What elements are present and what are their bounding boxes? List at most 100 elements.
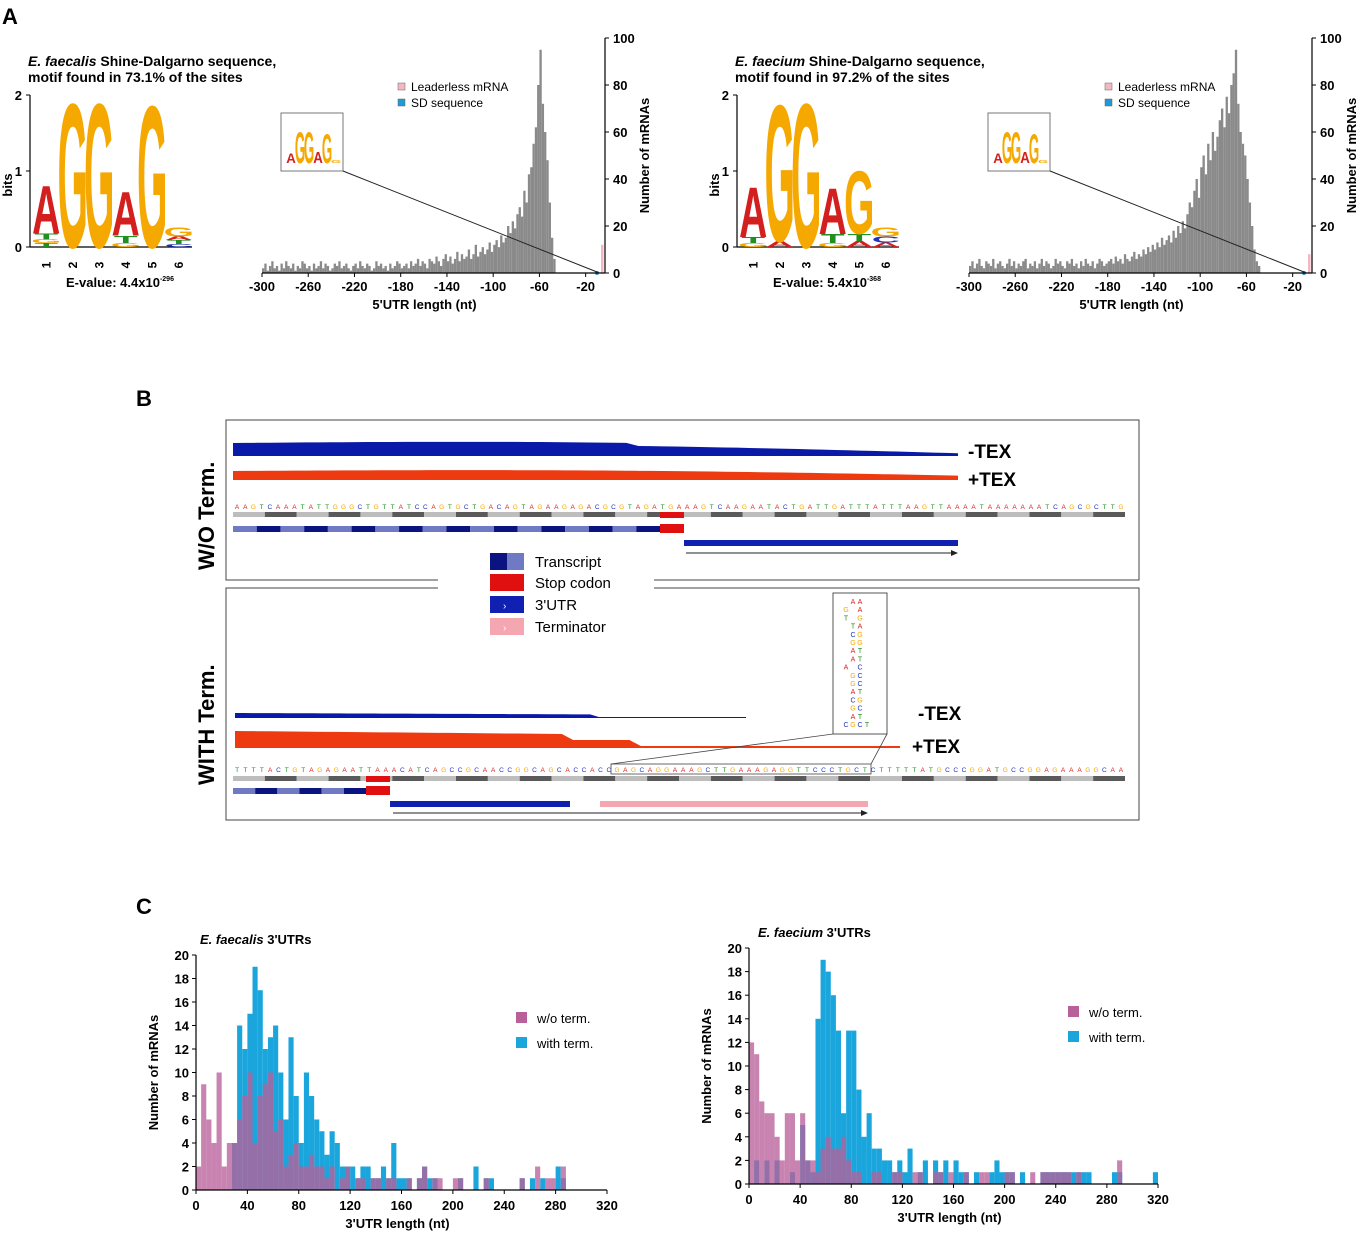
wo-term-bar [754, 1054, 760, 1184]
ruler-segment [1029, 776, 1062, 781]
with-term-bar [380, 1166, 387, 1190]
wo-term-bar [897, 1172, 903, 1184]
sequence-base: C [945, 767, 950, 774]
sequence-base: G [656, 767, 661, 774]
logo-title-species: E. faecium [735, 53, 805, 69]
sequence-base: G [631, 767, 636, 774]
sd-hist-bar [1149, 251, 1152, 273]
sequence-base: C [474, 767, 479, 774]
sequence-base: A [648, 767, 653, 774]
with-term-bar [237, 1025, 243, 1190]
sequence-base: G [1027, 767, 1032, 774]
sequence-base: G [1094, 767, 1099, 774]
with-term-bar [365, 1166, 371, 1190]
sequence-base: G [374, 504, 379, 511]
leaderless-bar [1308, 254, 1311, 273]
sd-hist-bar [292, 263, 295, 273]
sd-hist-bar [1241, 143, 1245, 273]
logo-position-label: 2 [773, 261, 787, 268]
annotation-track-bottom [233, 763, 1125, 816]
sd-hist-bar [518, 207, 521, 273]
sequence-base: C [267, 504, 272, 511]
transcript-segment [493, 526, 518, 532]
logo-ytick-label: 2 [722, 88, 729, 103]
sd-hist-bar [490, 251, 494, 273]
sequence-base: T [260, 504, 264, 511]
sd-hist-bar [1031, 265, 1034, 273]
legend-wo-term-swatch [1068, 1006, 1079, 1017]
ruler-segment [933, 512, 966, 517]
sd-hist-bar [414, 263, 417, 273]
with-term-bar [922, 1160, 928, 1184]
sequence-base: G [668, 504, 673, 511]
ruler-segment [519, 776, 552, 781]
sd-hist-bar [1151, 244, 1154, 273]
logo-ytick-label: 0 [722, 240, 729, 255]
stem-loop-base: A [851, 714, 856, 721]
sd-hist-bar [1026, 268, 1030, 273]
logo-letter: T [821, 232, 845, 246]
ruler-segment [806, 512, 839, 517]
stem-loop-base: G [843, 607, 848, 614]
sequence-base: A [747, 767, 752, 774]
with-term-bar [1071, 1172, 1077, 1184]
sd-hist-bar [999, 261, 1002, 273]
ruler-segment [615, 512, 648, 517]
sd-hist-bar [1237, 103, 1240, 273]
sd-hist-bar [451, 263, 454, 273]
stem-loop-base: A [858, 624, 863, 631]
panel-label-c: C [136, 894, 152, 919]
sd-hist-bar [507, 226, 510, 273]
panel-a-faecalis: E. faecalis Shine-Dalgarno sequence,moti… [0, 31, 652, 312]
sd-hist-bar [278, 270, 281, 273]
with-term-bar [252, 966, 258, 1190]
sd-hist-bar [1056, 263, 1060, 273]
wo-term-bar [432, 1178, 438, 1190]
ruler-segment [838, 512, 871, 517]
transcript-segment [304, 526, 328, 532]
transcript-segment [351, 526, 376, 532]
inset-letter: A [993, 151, 1003, 166]
sd-hist-bar [1140, 256, 1143, 273]
sequence-base: G [937, 767, 942, 774]
c-ytick-label: 0 [182, 1183, 189, 1198]
wo-term-bar [749, 1042, 755, 1184]
sequence-base: T [325, 504, 329, 511]
c-xtick-label: 160 [391, 1198, 413, 1213]
hist-xtick-label: -20 [576, 279, 595, 294]
ruler-segment [742, 512, 775, 517]
with-term-bar [846, 1030, 852, 1184]
stem-loop-connector-right [870, 733, 888, 765]
stem-loop-base: T [858, 656, 863, 663]
sequence-base: A [955, 504, 960, 511]
sd-hist-bar [264, 263, 267, 273]
sequence-base: A [772, 767, 777, 774]
sequence-base: A [431, 504, 436, 511]
inset-letter: G [1038, 160, 1049, 165]
wo-term-bar [391, 1178, 397, 1190]
ruler-segment [328, 776, 361, 781]
sd-hist-bar [1089, 265, 1092, 273]
c-xlabel: 3'UTR length (nt) [345, 1216, 449, 1231]
wo-term-bar [789, 1113, 796, 1184]
sd-hist-bar [1022, 261, 1025, 273]
stem-loop-box [832, 592, 888, 735]
sd-hist-bar [1073, 265, 1076, 273]
sd-hist-bar [280, 263, 283, 273]
sequence-base: A [914, 504, 919, 511]
wo-term-bar [795, 1160, 801, 1184]
legend-terminator-arrow-icon: › [503, 623, 506, 634]
sequence-base: A [1061, 767, 1066, 774]
wo-term-bar [293, 1143, 299, 1190]
sd-hist-bar [474, 244, 478, 273]
legend-transcript-swatch-dark [490, 553, 507, 570]
sd-hist-bar [495, 240, 498, 273]
sd-hist-bar [1107, 261, 1111, 273]
hist-xtick-label: -300 [249, 279, 275, 294]
ruler-segment [679, 776, 711, 781]
annotation-track-top [233, 512, 1125, 556]
sd-hist-bar [1167, 235, 1171, 273]
wo-term-bar [242, 1096, 248, 1190]
legend-stop: Stop codon [535, 575, 611, 592]
logo-title-line2: motif found in 73.1% of the sites [28, 69, 243, 85]
